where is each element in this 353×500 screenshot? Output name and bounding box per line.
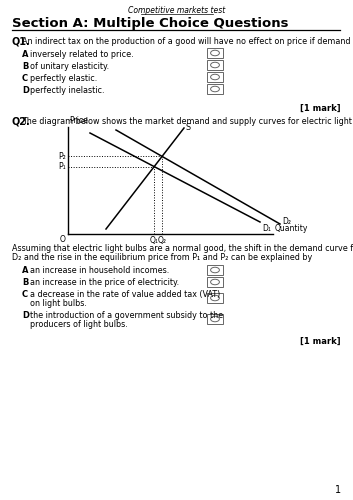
Text: D: D bbox=[22, 311, 29, 320]
Ellipse shape bbox=[211, 295, 220, 300]
Text: P₁: P₁ bbox=[58, 162, 66, 171]
FancyBboxPatch shape bbox=[207, 72, 223, 82]
Text: D₂ and the rise in the equilibrium price from P₁ and P₂ can be explained by: D₂ and the rise in the equilibrium price… bbox=[12, 253, 312, 262]
Text: Price: Price bbox=[69, 116, 88, 125]
Text: perfectly inelastic.: perfectly inelastic. bbox=[30, 86, 104, 95]
Text: Q2.: Q2. bbox=[12, 116, 31, 126]
Text: of unitary elasticity.: of unitary elasticity. bbox=[30, 62, 109, 71]
Ellipse shape bbox=[211, 74, 220, 80]
FancyBboxPatch shape bbox=[207, 293, 223, 303]
FancyBboxPatch shape bbox=[207, 60, 223, 70]
Text: A: A bbox=[22, 50, 29, 59]
Text: Competitive markets test: Competitive markets test bbox=[128, 6, 225, 15]
Text: B: B bbox=[22, 278, 28, 287]
Text: B: B bbox=[22, 62, 28, 71]
Text: Quantity: Quantity bbox=[275, 224, 309, 233]
Text: Q₁: Q₁ bbox=[150, 236, 158, 245]
Text: [1 mark]: [1 mark] bbox=[300, 337, 341, 346]
Text: C: C bbox=[22, 290, 28, 299]
Text: P₂: P₂ bbox=[58, 152, 66, 161]
Text: D₁: D₁ bbox=[262, 224, 271, 233]
Text: an increase in household incomes.: an increase in household incomes. bbox=[30, 266, 169, 275]
Text: 1: 1 bbox=[335, 485, 341, 495]
Text: Section A: Multiple Choice Questions: Section A: Multiple Choice Questions bbox=[12, 17, 288, 30]
Text: inversely related to price.: inversely related to price. bbox=[30, 50, 134, 59]
Text: an increase in the price of electricity.: an increase in the price of electricity. bbox=[30, 278, 179, 287]
Text: C: C bbox=[22, 74, 28, 83]
Text: Q₂: Q₂ bbox=[157, 236, 167, 245]
Ellipse shape bbox=[211, 279, 220, 285]
Text: Assuming that electric light bulbs are a normal good, the shift in the demand cu: Assuming that electric light bulbs are a… bbox=[12, 244, 353, 253]
FancyBboxPatch shape bbox=[207, 277, 223, 287]
Text: Q1.: Q1. bbox=[12, 36, 31, 46]
Text: [1 mark]: [1 mark] bbox=[300, 104, 341, 113]
Text: S: S bbox=[186, 124, 191, 132]
Text: D₂: D₂ bbox=[282, 218, 291, 226]
Text: The diagram below shows the market demand and supply curves for electric light b: The diagram below shows the market deman… bbox=[22, 117, 353, 126]
Ellipse shape bbox=[211, 316, 220, 322]
FancyBboxPatch shape bbox=[207, 314, 223, 324]
Ellipse shape bbox=[211, 50, 220, 56]
FancyBboxPatch shape bbox=[207, 48, 223, 58]
Text: producers of light bulbs.: producers of light bulbs. bbox=[30, 320, 128, 329]
Text: O: O bbox=[60, 235, 66, 244]
Text: An indirect tax on the production of a good will have no effect on price if dema: An indirect tax on the production of a g… bbox=[22, 37, 353, 46]
Text: the introduction of a government subsidy to the: the introduction of a government subsidy… bbox=[30, 311, 223, 320]
Text: perfectly elastic.: perfectly elastic. bbox=[30, 74, 97, 83]
FancyBboxPatch shape bbox=[207, 265, 223, 275]
Ellipse shape bbox=[211, 86, 220, 92]
Text: a decrease in the rate of value added tax (VAT): a decrease in the rate of value added ta… bbox=[30, 290, 220, 299]
FancyBboxPatch shape bbox=[207, 84, 223, 94]
Ellipse shape bbox=[211, 62, 220, 68]
Text: D: D bbox=[22, 86, 29, 95]
Text: on light bulbs.: on light bulbs. bbox=[30, 299, 87, 308]
Ellipse shape bbox=[211, 267, 220, 273]
Text: A: A bbox=[22, 266, 29, 275]
